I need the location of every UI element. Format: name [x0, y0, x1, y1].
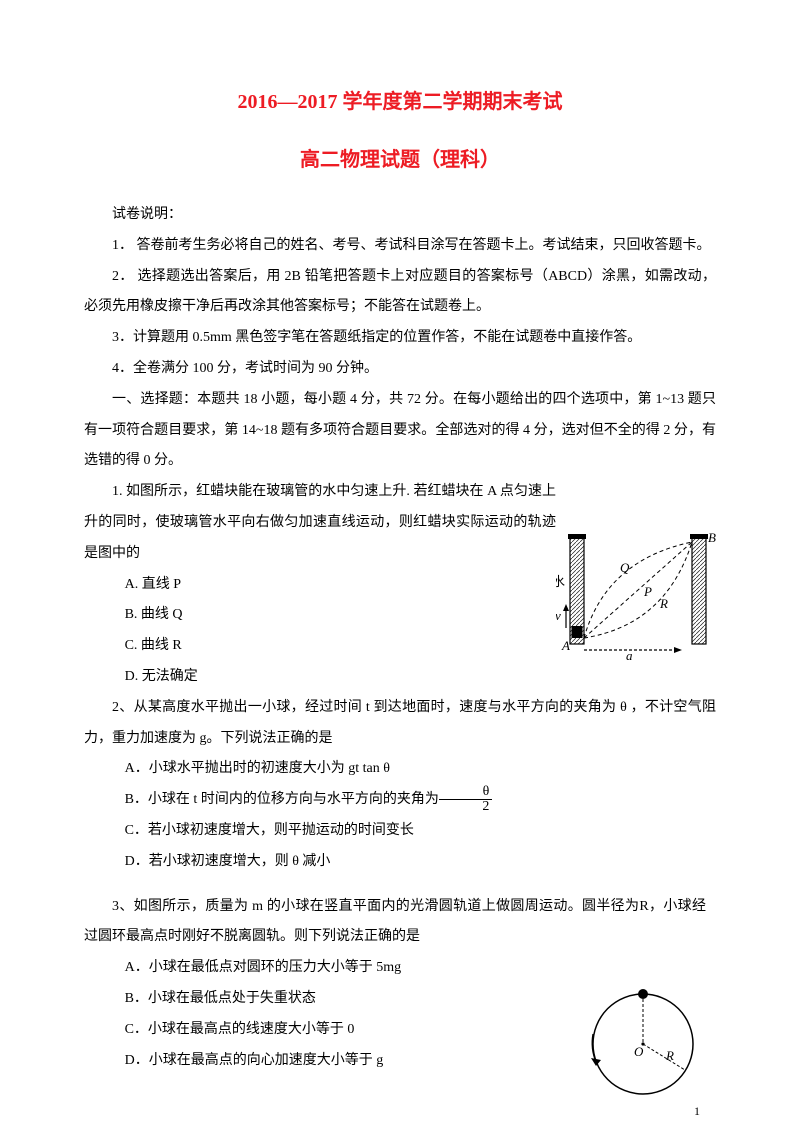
q2-opt-c: C．若小球初速度增大，则平抛运动的时间变长 — [84, 816, 716, 847]
fig1-B-label: B — [708, 530, 716, 545]
q2-opt-a: A．小球水平抛出时的初速度大小为 gt tan θ — [84, 754, 716, 785]
rule-4: 4．全卷满分 100 分，考试时间为 90 分钟。 — [84, 354, 716, 385]
q1-figure: 水 v a A B P Q R — [556, 530, 716, 660]
rule-3: 3．计算题用 0.5mm 黑色签字笔在答题纸指定的位置作答，不能在试题卷中直接作… — [84, 323, 716, 354]
rule-2: 2． 选择题选出答案后，用 2B 铅笔把答题卡上对应题目的答案标号（ABCD）涂… — [84, 262, 716, 324]
fig1-R-label: R — [659, 596, 668, 611]
exam-title-line2: 高二物理试题（理科） — [84, 138, 716, 182]
q2-opt-b-frac: θ2 — [439, 785, 493, 814]
q1-opt-d: D. 无法确定 — [84, 662, 716, 693]
fig1-P-label: P — [643, 584, 652, 599]
page-number: 1 — [694, 1098, 700, 1124]
fig1-a-label: a — [626, 648, 633, 660]
fig2-R-label: R — [665, 1048, 674, 1063]
fig1-Q-label: Q — [620, 560, 630, 575]
q3-figure: O R — [578, 984, 708, 1104]
fig2-O-label: O — [634, 1044, 644, 1059]
q3-stem: 3、如图所示，质量为 m 的小球在竖直平面内的光滑圆轨道上做圆周运动。圆半径为R… — [84, 892, 716, 954]
q2-opt-b: B．小球在 t 时间内的位移方向与水平方向的夹角为θ2 — [84, 785, 716, 816]
intro-label: 试卷说明： — [84, 200, 716, 231]
q2-stem: 2、从某高度水平抛出一小球，经过时间 t 到达地面时，速度与水平方向的夹角为 θ… — [84, 693, 716, 755]
q3-opt-a: A．小球在最低点对圆环的压力大小等于 5mg — [84, 953, 716, 984]
exam-title-line1: 2016—2017 学年度第二学期期末考试 — [84, 80, 716, 124]
section-header: 一、选择题：本题共 18 小题，每小题 4 分，共 72 分。在每小题给出的四个… — [84, 385, 716, 477]
rule-1: 1． 答卷前考生务必将自己的姓名、考号、考试科目涂写在答题卡上。考试结束，只回收… — [84, 231, 716, 262]
fig1-water-label: 水 — [556, 574, 565, 589]
q2-opt-d: D．若小球初速度增大，则 θ 减小 — [84, 847, 716, 878]
fig1-A-label: A — [561, 638, 570, 653]
q2-opt-b-pre: B．小球在 t 时间内的位移方向与水平方向的夹角为 — [125, 792, 439, 807]
fig1-v-label: v — [556, 608, 561, 623]
